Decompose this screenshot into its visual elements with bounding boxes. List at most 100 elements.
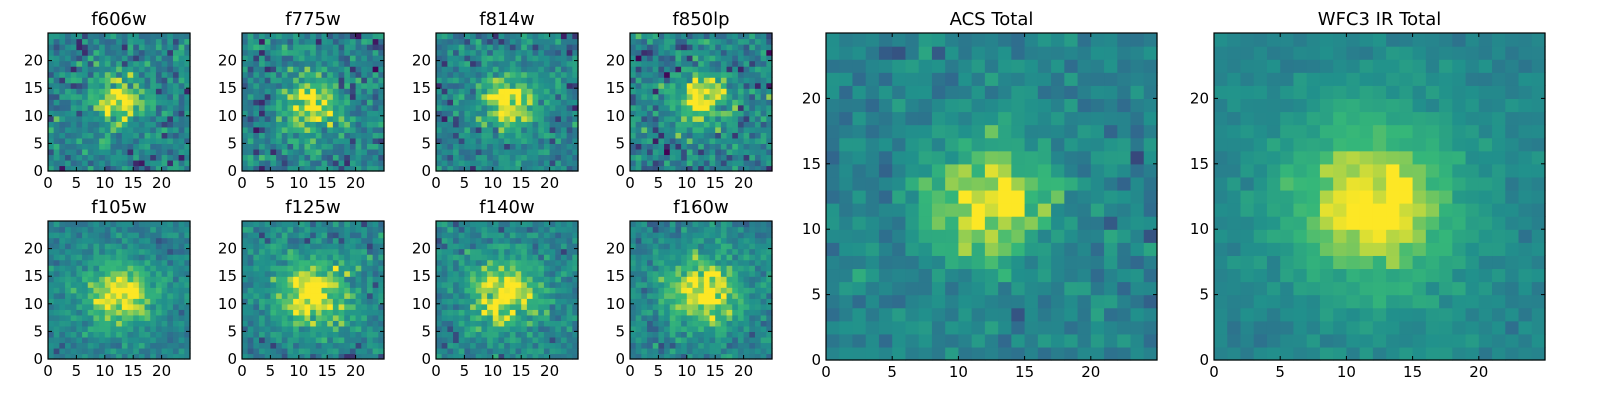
heatmap-cell [304,292,311,299]
heatmap-cell [681,314,688,321]
heatmap-cell [287,303,294,310]
heatmap-cell [481,33,488,40]
heatmap-cell [167,331,174,338]
heatmap-cell [315,38,323,45]
heatmap-cell [737,320,745,327]
heatmap-cell [515,99,522,106]
heatmap-cell [372,93,379,100]
heatmap-cell [436,154,443,161]
heatmap-cell [247,342,254,349]
heatmap-cell [184,77,191,84]
heatmap-cell [155,237,163,244]
heatmap-cell [532,248,539,255]
heatmap-cell [560,115,568,122]
heatmap-cell [270,259,277,266]
heatmap-cell [543,38,551,45]
heatmap-cell [464,309,471,316]
heatmap-cell [321,143,328,150]
heatmap-cell [487,237,494,244]
heatmap-cell [344,226,351,233]
heatmap-cell [709,165,716,172]
heatmap-cell [470,66,477,73]
heatmap-cell [133,93,140,100]
heatmap-cell [144,165,151,172]
heatmap-cell [76,265,83,272]
heatmap-cell [366,33,374,40]
heatmap-cell [87,303,95,310]
heatmap-cell [144,137,151,144]
heatmap-cell [298,99,306,106]
heatmap-cell [253,221,260,228]
heatmap-cell [681,287,688,294]
heatmap-cell [441,331,448,338]
heatmap-cell [498,221,505,228]
heatmap-cell [121,165,129,172]
heatmap-cell [247,82,254,89]
heatmap-cell [760,292,767,299]
heatmap-cell [686,165,694,172]
heatmap-cell [664,342,671,349]
heatmap-cell [259,148,266,156]
axes-frame [435,220,579,360]
heatmap-cell [509,226,517,233]
heatmap-cell [515,93,522,100]
heatmap-cell [155,126,163,133]
heatmap-cell [492,44,500,51]
heatmap-cell [766,126,773,133]
heatmap-cell [247,292,254,299]
heatmap-cell [355,287,362,294]
heatmap-cell [87,154,95,161]
heatmap-cell [133,60,140,67]
heatmap-cell [532,265,539,272]
heatmap-cell [327,66,334,73]
heatmap-cell [475,281,483,288]
heatmap-cell [242,66,249,73]
y-tick-label: 0 [421,162,431,180]
heatmap-cell [515,77,522,84]
heatmap-cell [76,314,83,321]
heatmap-cell [481,309,488,316]
heatmap-cell [475,298,483,305]
heatmap-cell [53,93,60,100]
heatmap-cell [247,281,254,288]
heatmap-cell [167,298,174,305]
heatmap-cell [737,66,745,73]
heatmap-cell [167,115,174,122]
heatmap-cell [161,159,168,167]
heatmap-cell [647,33,654,40]
heatmap-cell [766,38,773,45]
heatmap-cell [641,132,648,139]
heatmap-cell [110,77,117,84]
heatmap-cell [560,137,568,144]
heatmap-cell [732,331,739,338]
heatmap-cell [327,226,334,233]
heatmap-cell [338,121,345,128]
heatmap-cell [743,309,750,316]
heatmap-cell [178,82,185,89]
heatmap-cell [703,331,711,338]
heatmap-cell [366,148,374,156]
heatmap-cell [361,137,368,144]
heatmap-cell [321,342,328,349]
heatmap-cell [498,237,505,244]
heatmap-cell [669,325,677,332]
heatmap-cell [560,77,568,84]
heatmap-cell [172,137,180,144]
x-tick-label: 0 [43,362,53,380]
heatmap-cell [247,347,254,355]
heatmap-cell [709,320,716,327]
heatmap-cell [709,82,716,89]
heatmap-cell [70,82,77,89]
heatmap-cell [361,309,368,316]
heatmap-cell [669,126,677,133]
heatmap-cell [110,165,117,172]
heatmap-cell [82,148,89,156]
heatmap-cell [253,353,260,360]
heatmap-cell [144,93,151,100]
heatmap-cell [87,71,95,78]
heatmap-cell [720,110,728,117]
heatmap-cell [732,276,739,283]
heatmap-cell [692,342,699,349]
heatmap-cell [641,281,648,288]
heatmap-cell [65,226,72,233]
